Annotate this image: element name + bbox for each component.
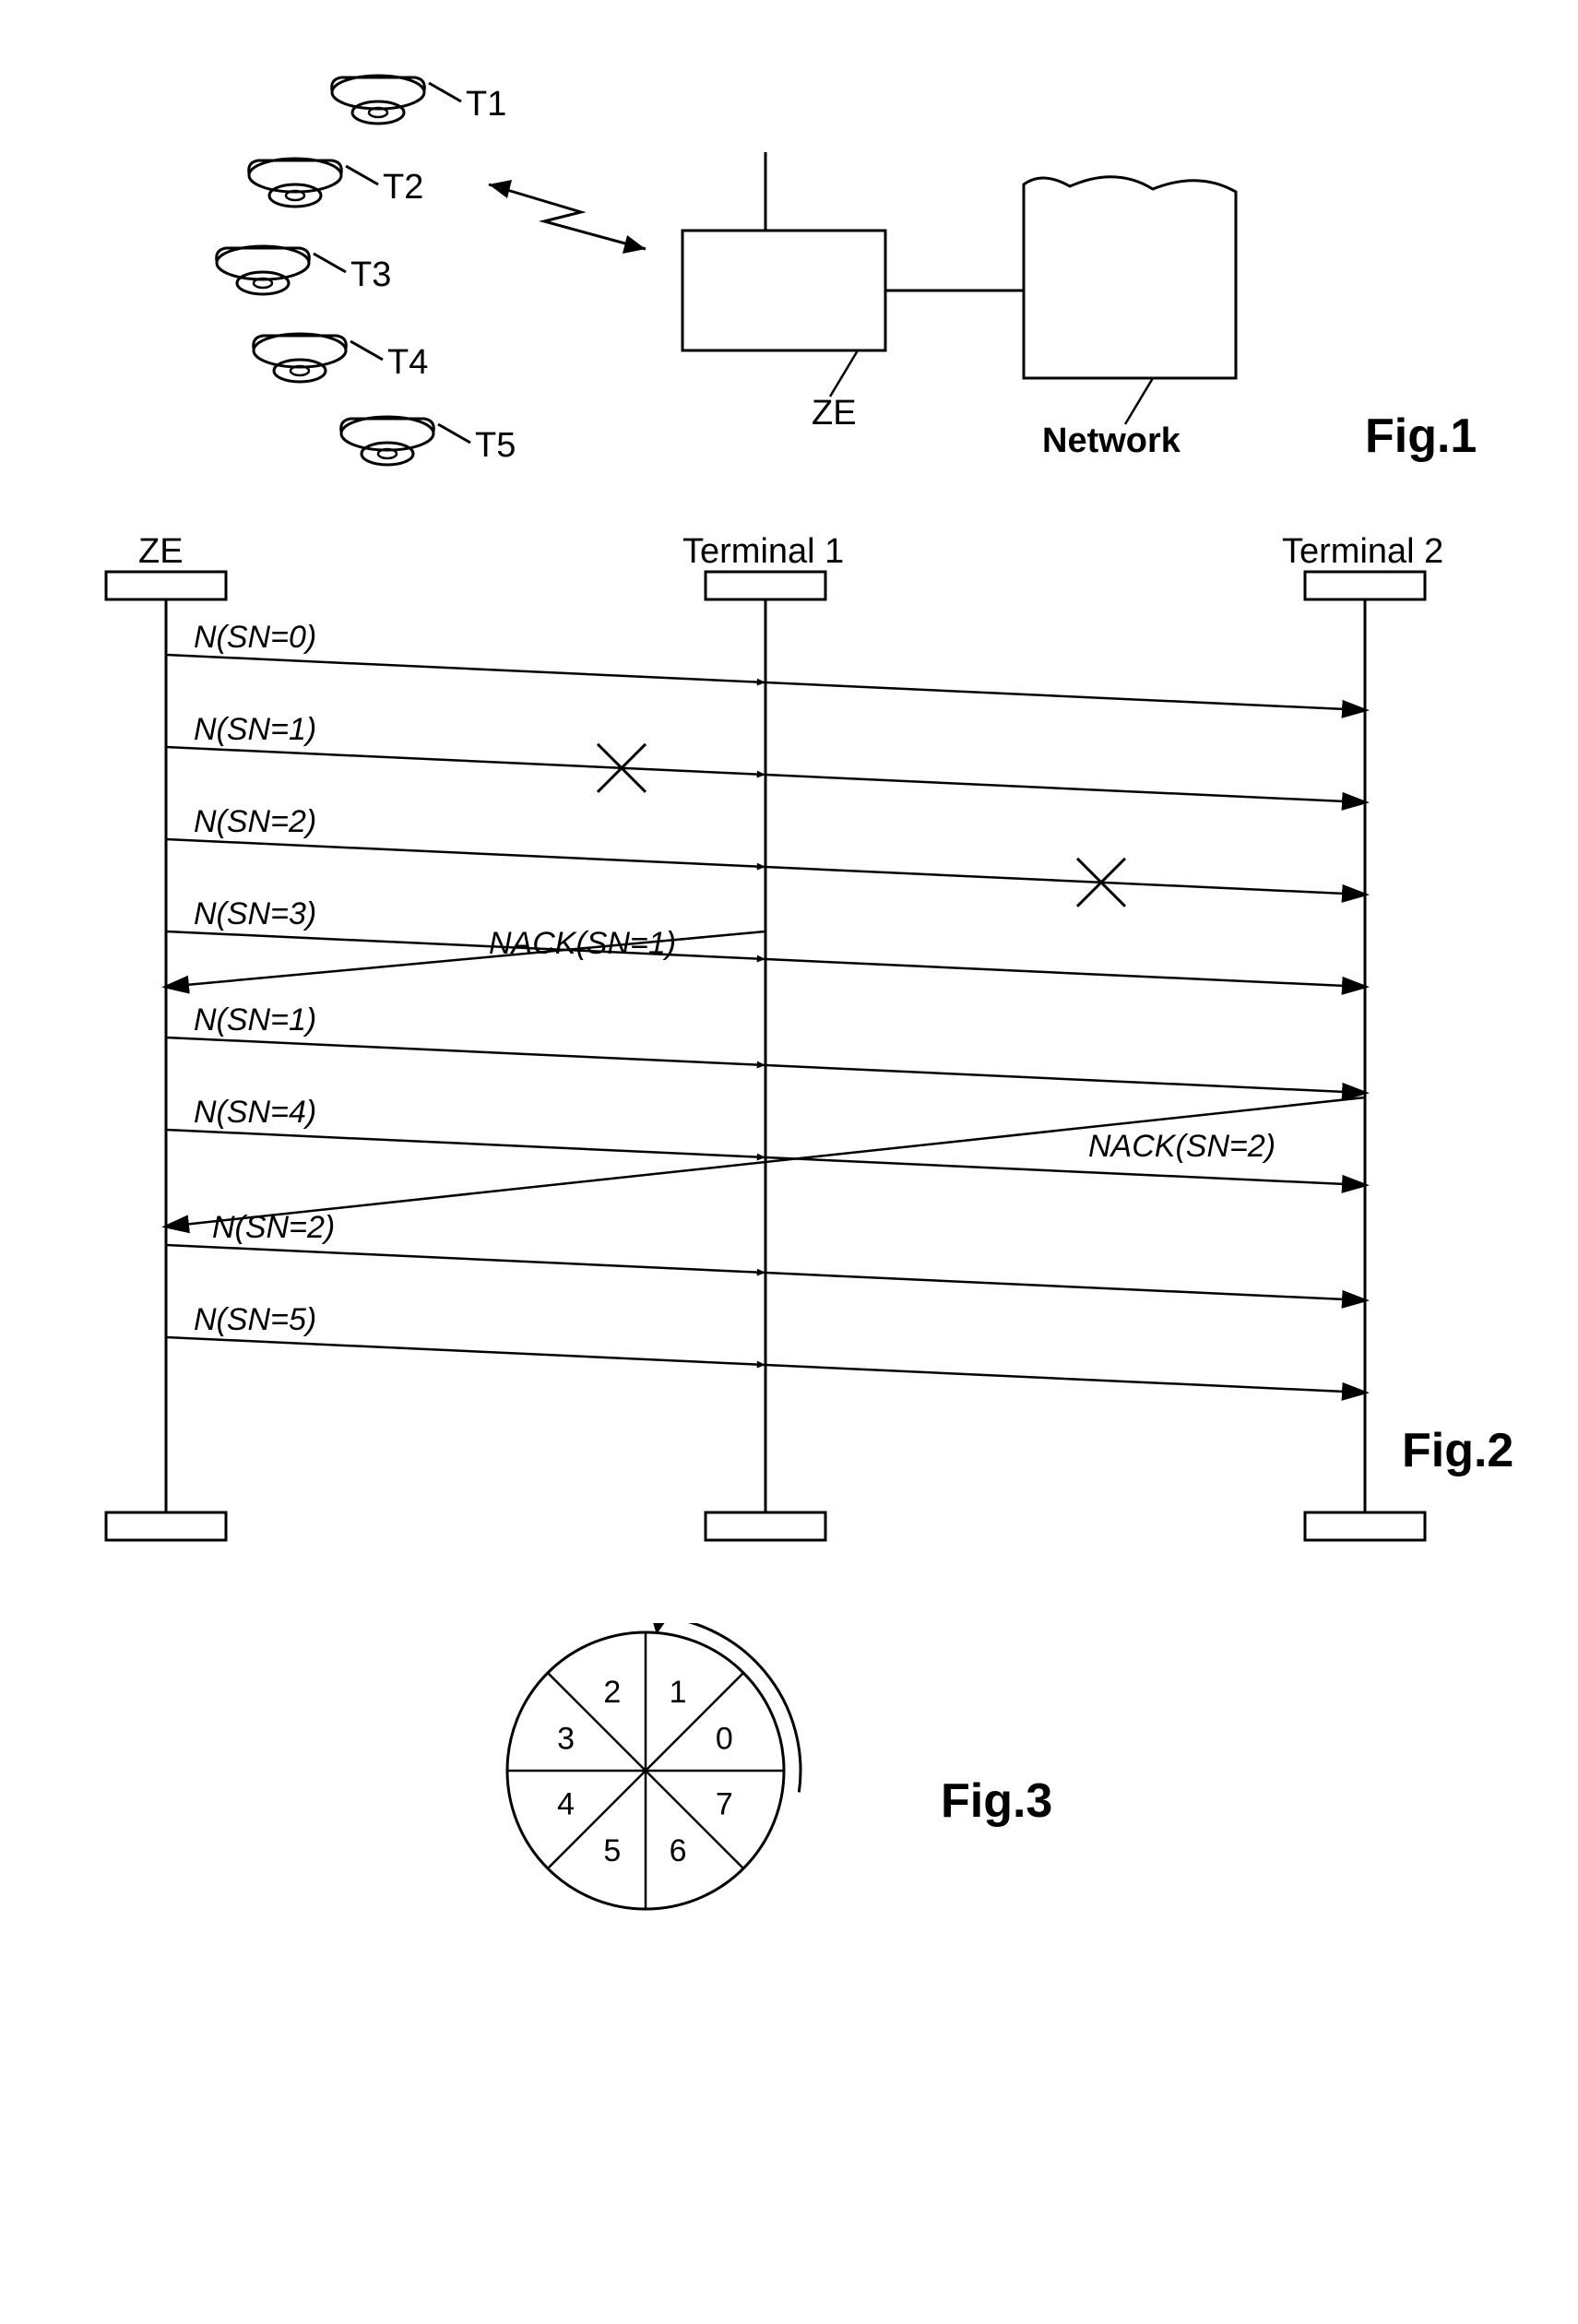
sector-label: 3 — [557, 1721, 575, 1756]
phone-t2: T2 — [249, 159, 424, 207]
lifeline-top-bar — [1305, 572, 1425, 599]
figure-3: 1 23 45 67 0 Fig.3 — [55, 1623, 1523, 1955]
sector-label: 6 — [670, 1833, 687, 1868]
ze-label: ZE — [812, 394, 857, 433]
lifeline-bottom-bar — [706, 1512, 825, 1540]
msg-label: N(SN=4) — [194, 1095, 316, 1130]
lifeline-top-bar — [106, 572, 226, 599]
lifeline-bottom-bar — [1305, 1512, 1425, 1540]
network-box: Network — [1024, 177, 1236, 460]
wireless-icon — [489, 180, 646, 254]
t5-label: T5 — [475, 426, 516, 465]
page-container: T1 T2 T3 T4 — [55, 55, 1523, 1955]
t3-label: T3 — [350, 255, 391, 294]
sector-label: 2 — [603, 1675, 621, 1710]
col-header: Terminal 2 — [1282, 535, 1443, 571]
phone-t4: T4 — [254, 334, 429, 382]
phone-t3: T3 — [217, 246, 392, 294]
network-label: Network — [1042, 421, 1181, 460]
fig2-label: Fig.2 — [1402, 1424, 1513, 1477]
msg-label: N(SN=2) — [194, 804, 316, 839]
lifeline-bottom-bar — [106, 1512, 226, 1540]
nack-label: NACK(SN=1) — [489, 926, 676, 961]
col-header: Terminal 1 — [682, 535, 844, 571]
msg-label: N(SN=5) — [194, 1302, 316, 1337]
ze-box: ZE — [682, 152, 885, 433]
sector-label: 0 — [716, 1721, 733, 1756]
figure-2: ZE Terminal 1 Terminal 2 N(SN=0) N(SN=1) N(SN… — [55, 535, 1523, 1623]
fig3-label: Fig.3 — [941, 1774, 1052, 1828]
sector-label: 5 — [603, 1833, 621, 1868]
t1-label: T1 — [466, 85, 506, 124]
fig1-group: T1 T2 T3 T4 — [217, 76, 1477, 465]
fig1-label: Fig.1 — [1365, 409, 1477, 463]
nack-label: NACK(SN=2) — [1088, 1129, 1275, 1164]
msg-label: N(SN=1) — [194, 712, 316, 747]
phone-t1: T1 — [332, 76, 507, 124]
sector-label: 4 — [557, 1787, 575, 1822]
t2-label: T2 — [383, 168, 423, 207]
phone-t5: T5 — [341, 417, 516, 465]
msg-label: N(SN=1) — [194, 1002, 316, 1038]
sector-label: 1 — [670, 1675, 687, 1710]
figure-1: T1 T2 T3 T4 — [55, 55, 1523, 535]
msg-label: N(SN=0) — [194, 620, 316, 655]
sector-label: 7 — [716, 1787, 733, 1822]
msg-label: N(SN=3) — [194, 896, 316, 931]
col-header: ZE — [138, 535, 184, 571]
t4-label: T4 — [387, 343, 428, 382]
lifeline-top-bar — [706, 572, 825, 599]
